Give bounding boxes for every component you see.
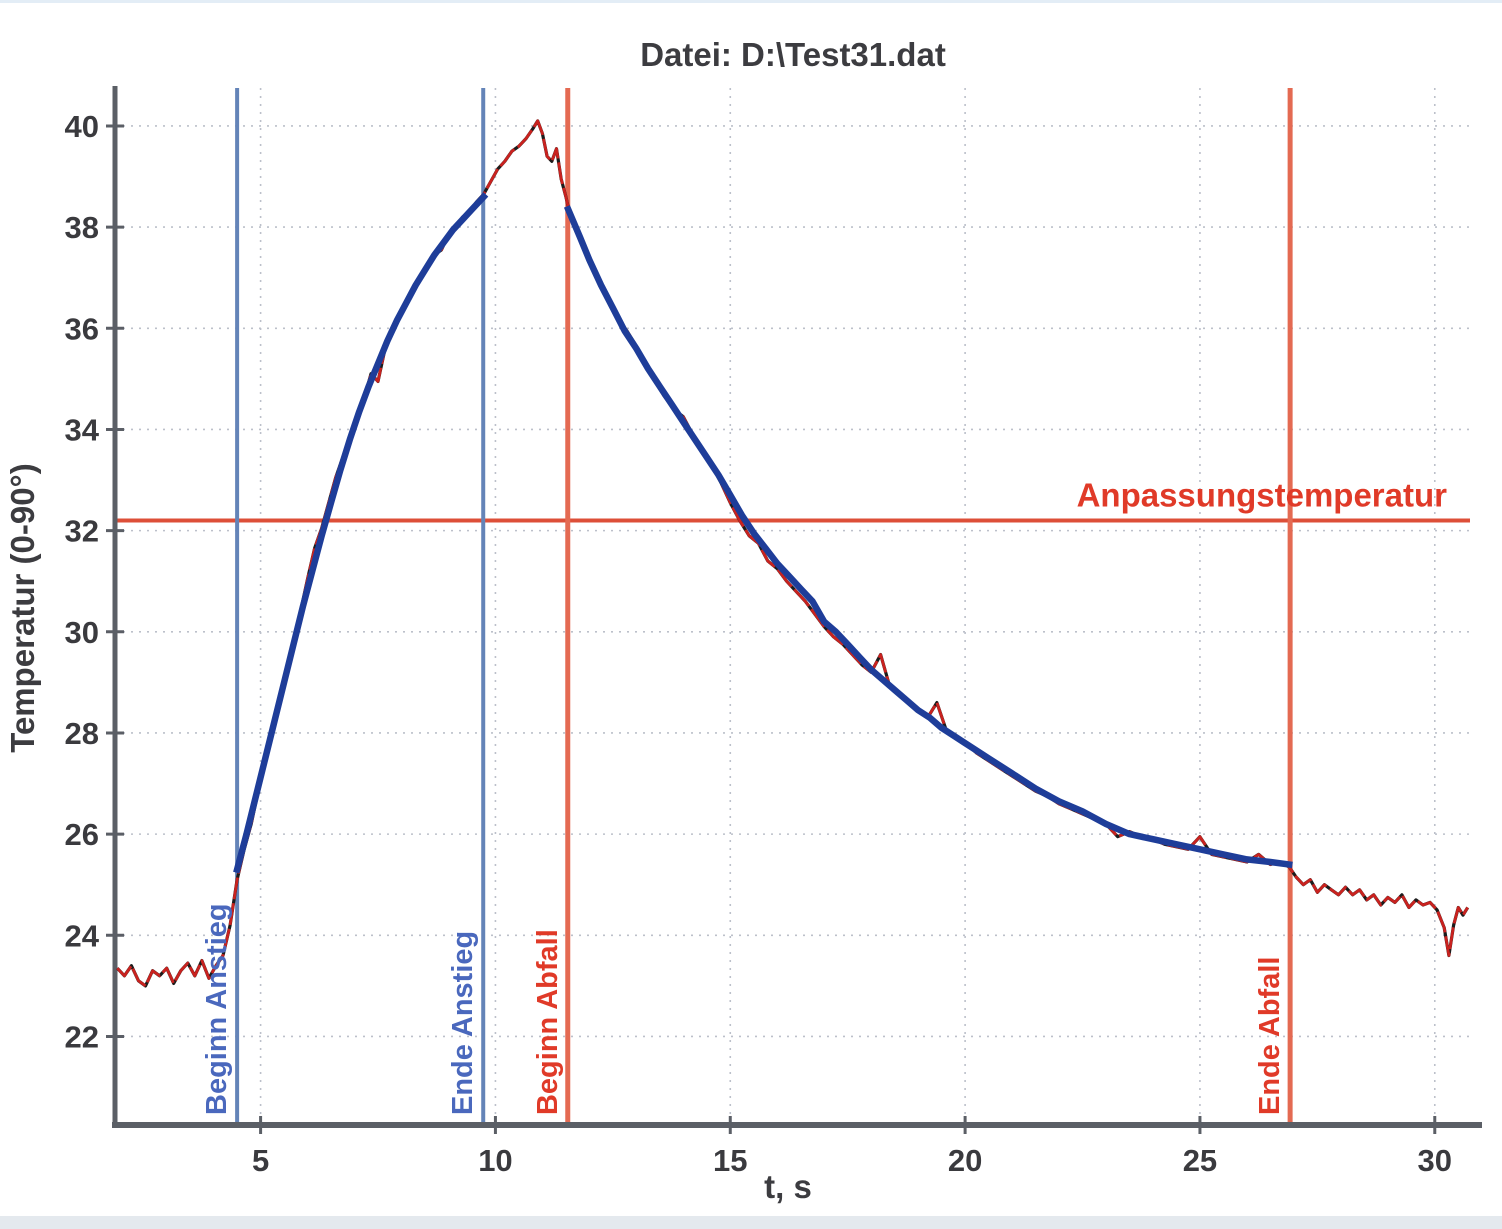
ende-anstieg-label: Ende Anstieg xyxy=(447,931,479,1115)
y-tick-label: 36 xyxy=(65,311,99,346)
y-tick-label: 28 xyxy=(65,716,99,751)
beginn-abfall-label: Beginn Abfall xyxy=(532,929,564,1115)
x-tick-label: 10 xyxy=(478,1143,512,1178)
y-tick-label: 34 xyxy=(65,412,100,447)
y-tick-label: 40 xyxy=(65,109,99,144)
anpassungstemperatur-label: Anpassungstemperatur xyxy=(1077,477,1448,514)
y-tick-label: 38 xyxy=(65,210,99,245)
y-tick-label: 24 xyxy=(65,918,100,953)
y-tick-label: 32 xyxy=(65,514,99,549)
x-tick-label: 5 xyxy=(252,1143,269,1178)
page-top-strip xyxy=(0,0,1502,3)
x-axis-title: t, s xyxy=(764,1168,812,1205)
x-tick-label: 25 xyxy=(1183,1143,1217,1178)
y-axis-title: Temperatur (0-90°) xyxy=(4,463,41,753)
fit-rise-curve xyxy=(233,192,489,874)
page-bottom-strip xyxy=(0,1216,1502,1229)
y-tick-label: 22 xyxy=(65,1019,99,1054)
y-tick-label: 26 xyxy=(65,817,99,852)
beginn-anstieg-label: Beginn Anstieg xyxy=(201,903,233,1115)
x-tick-label: 20 xyxy=(948,1143,982,1178)
y-tick-label: 30 xyxy=(65,615,99,650)
ende-abfall-label: Ende Abfall xyxy=(1254,957,1286,1115)
x-tick-label: 15 xyxy=(713,1143,747,1178)
x-tick-label: 30 xyxy=(1418,1143,1452,1178)
chart-title: Datei: D:\Test31.dat xyxy=(640,36,946,73)
fit-decay-curve xyxy=(563,205,1293,869)
